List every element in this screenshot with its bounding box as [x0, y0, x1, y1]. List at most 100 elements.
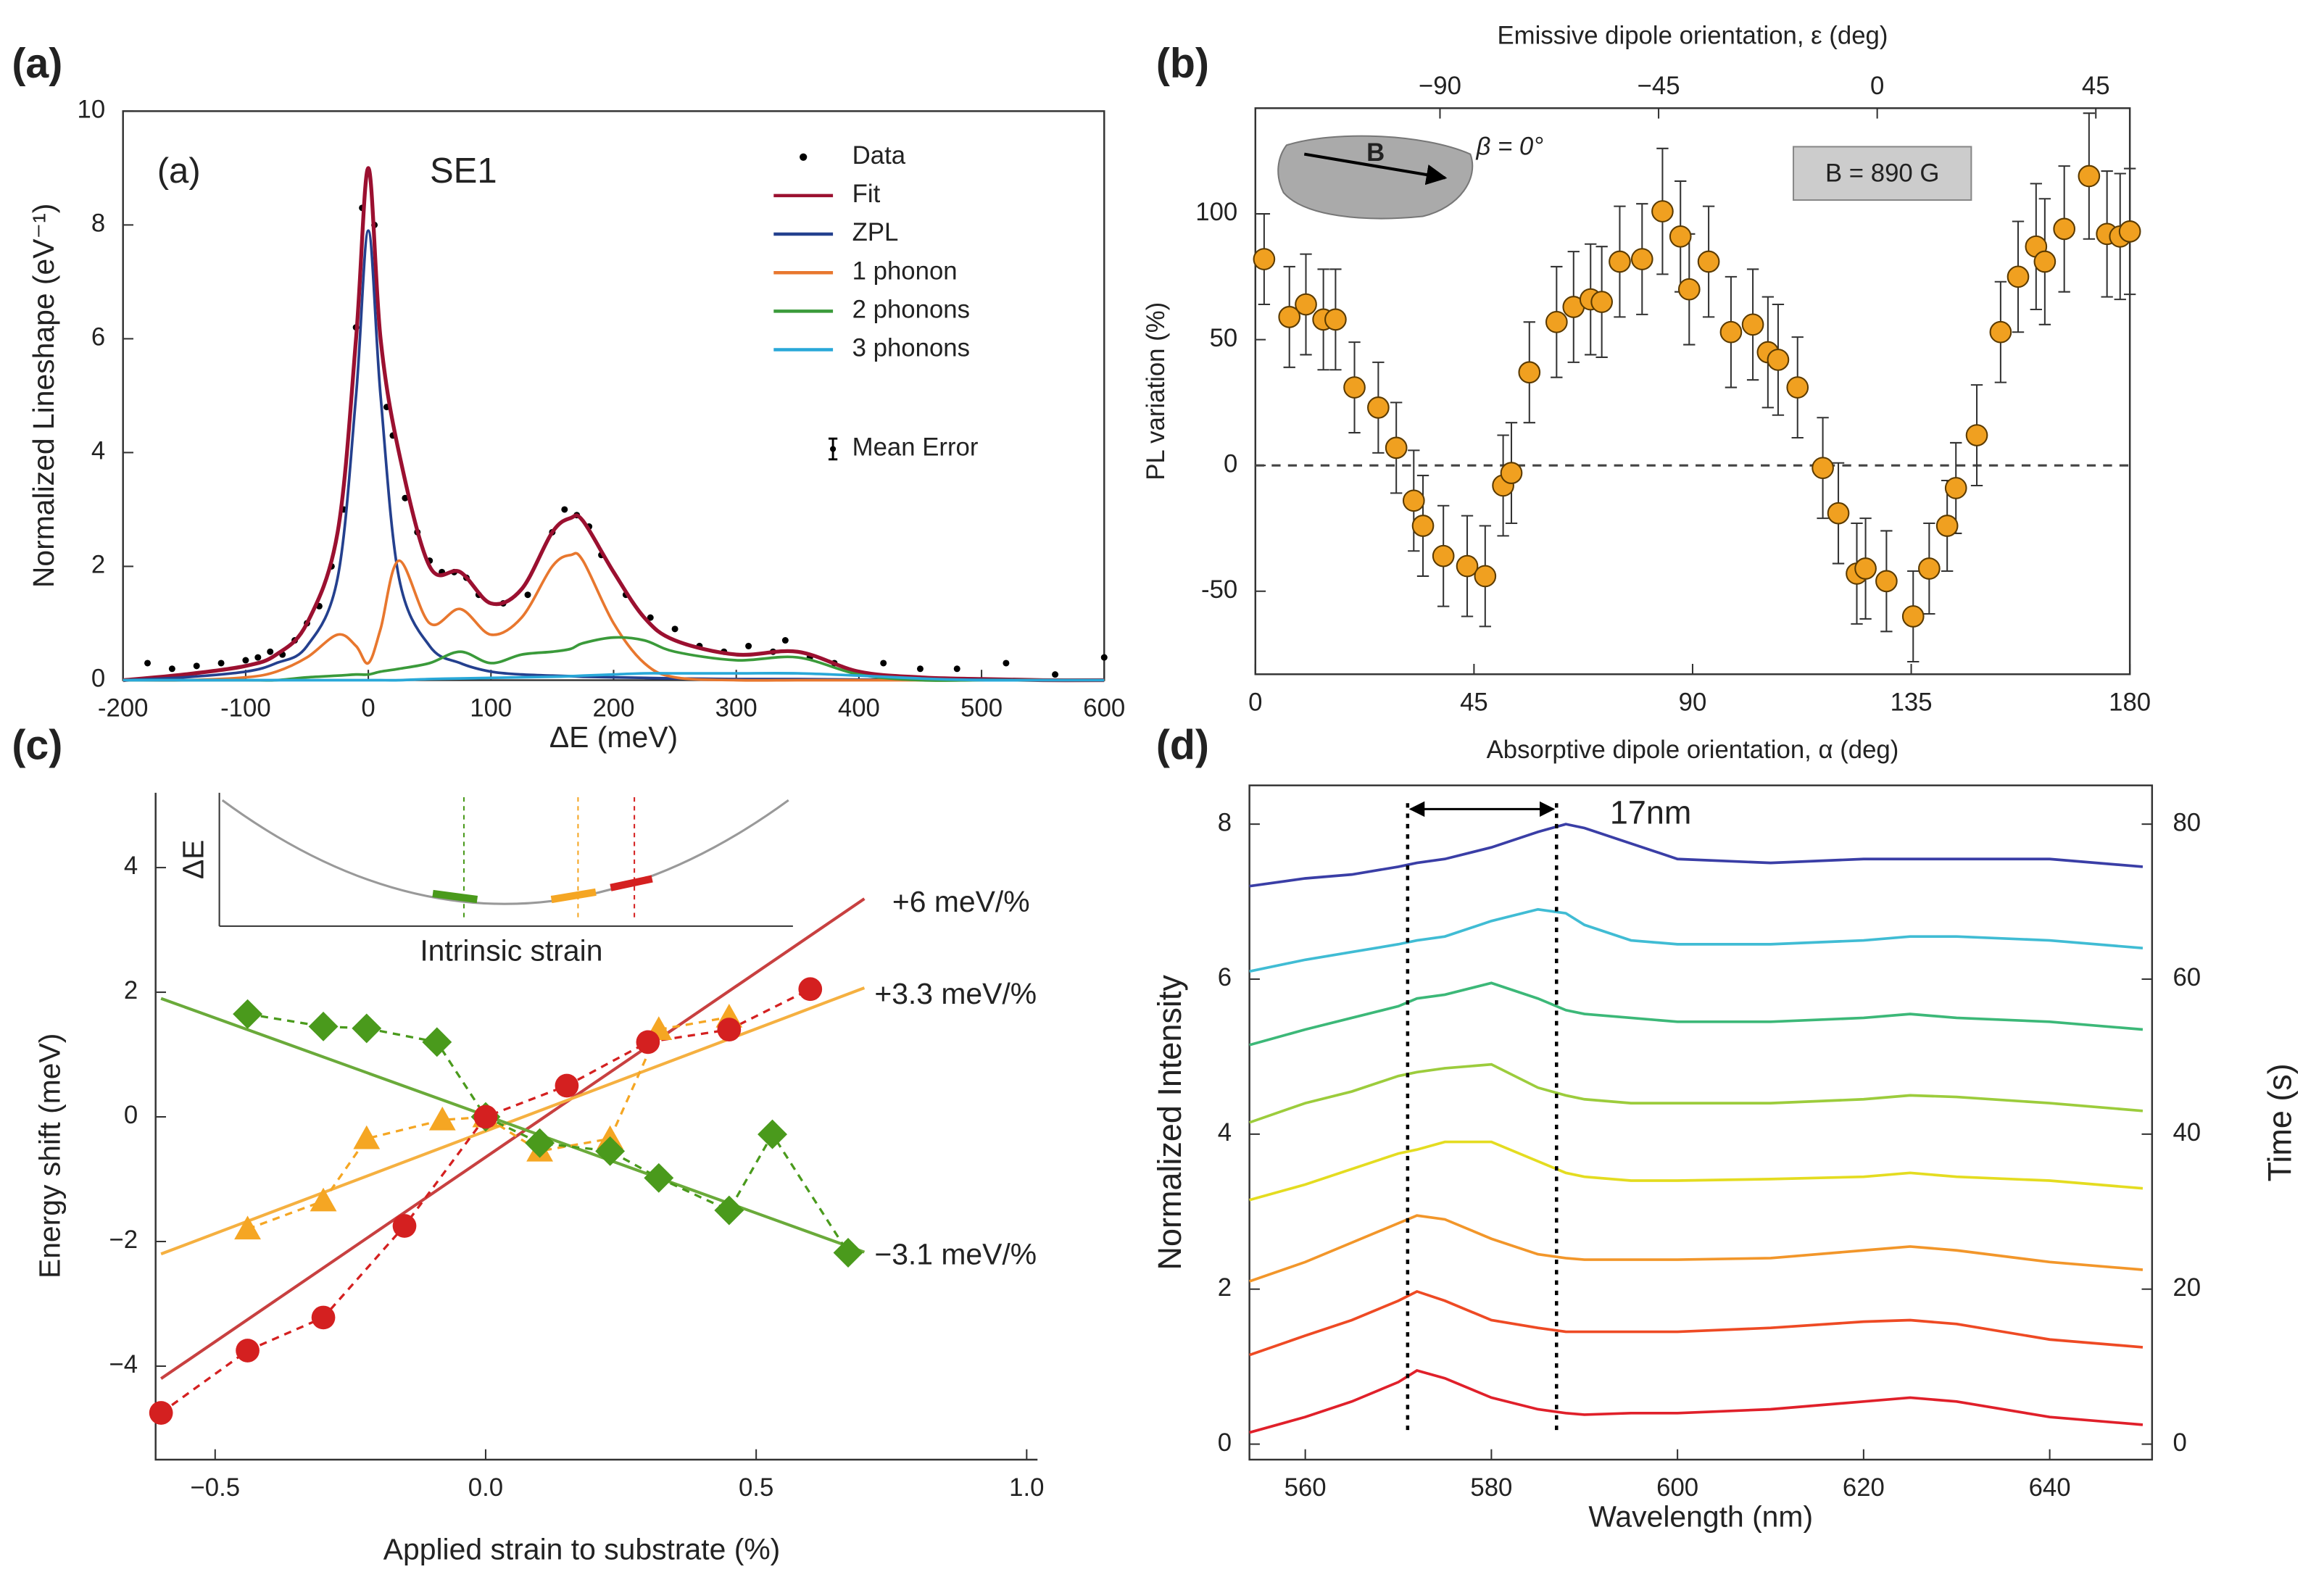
field-box [1792, 146, 1972, 201]
data-point [798, 977, 823, 1002]
x-tick-label: 400 [838, 695, 880, 723]
series-line [1249, 1140, 2144, 1202]
data-point [1432, 544, 1455, 567]
series-line [123, 166, 1105, 683]
legend-marker [800, 153, 808, 161]
data-point [1343, 376, 1366, 399]
y-tick-label: 6 [91, 324, 105, 352]
x-axis-label: Applied strain to substrate (%) [383, 1533, 781, 1566]
x-tick-label: 45 [1460, 689, 1488, 716]
x-tick-label: 620 [1843, 1474, 1885, 1502]
data-point [308, 1011, 339, 1041]
data-point [1295, 293, 1317, 316]
x-tick-label: 135 [1891, 689, 1933, 716]
inner-label: (a) [157, 151, 201, 191]
data-point [236, 1339, 260, 1363]
data-point [671, 625, 678, 633]
y-tick-label: 4 [91, 438, 105, 465]
y-tick-label: 2 [1218, 1274, 1232, 1302]
y-tick-label: 0 [124, 1102, 138, 1129]
x2-tick-label: 0 [1870, 72, 1884, 100]
data-point [561, 506, 568, 513]
data-point [1367, 396, 1390, 419]
error-legend-dot [830, 446, 837, 452]
inset-segment [432, 889, 478, 904]
data-point [1875, 570, 1898, 593]
data-point [144, 660, 152, 667]
x-tick-label: 600 [1083, 695, 1125, 723]
data-point [2006, 265, 2030, 288]
data-point [242, 657, 249, 664]
data-point [473, 1105, 498, 1129]
data-point [953, 665, 960, 673]
fit-label: −3.1 meV/% [874, 1238, 1037, 1271]
data-point [402, 494, 409, 502]
series-line [1249, 981, 2144, 1047]
data-point [1786, 376, 1809, 399]
panel-label: (b) [1156, 41, 1209, 87]
data-point [1474, 565, 1497, 588]
data-point [193, 662, 200, 670]
data-point [1812, 457, 1834, 480]
data-point [2118, 220, 2141, 243]
plot-frame [122, 110, 1105, 681]
data-point [1324, 308, 1347, 331]
data-point [2033, 250, 2057, 273]
data-point [168, 665, 175, 673]
x2-tick-label: −90 [1419, 72, 1461, 100]
data-point [1518, 361, 1541, 384]
series-line [123, 672, 1105, 682]
x2-tick-label: −45 [1638, 72, 1680, 100]
x-tick-label: 100 [470, 695, 512, 723]
x-tick-label: 0 [361, 695, 375, 723]
data-point [1500, 462, 1523, 484]
fit-line [159, 897, 866, 1380]
data-point [636, 1030, 660, 1055]
data-point [1918, 557, 1941, 580]
series-line [160, 988, 811, 1414]
y-tick-label: 4 [1218, 1119, 1232, 1147]
data-point [1827, 502, 1850, 525]
data-point [1402, 489, 1425, 512]
x-axis-label: ΔE (meV) [549, 720, 678, 754]
x-tick-label: 640 [2029, 1474, 2071, 1502]
x-tick-label: -200 [98, 695, 149, 723]
legend-label: Data [852, 142, 906, 170]
data-point [234, 1215, 261, 1240]
data-point [428, 1106, 456, 1131]
x-tick-label: 200 [592, 695, 634, 723]
angle-label: β = 0° [1475, 133, 1543, 161]
data-point [1278, 306, 1301, 328]
series-line [1249, 823, 2144, 888]
data-point [595, 1136, 626, 1166]
y2-tick-label: 60 [2172, 964, 2201, 991]
x2-axis-label: Emissive dipole orientation, ε (deg) [1498, 22, 1888, 49]
fit-label: +3.3 meV/% [874, 977, 1037, 1010]
data-point [217, 660, 225, 667]
y2-tick-label: 80 [2172, 809, 2201, 836]
data-point [1677, 278, 1701, 301]
legend-label: 3 phonons [852, 335, 970, 362]
data-point [1630, 248, 1653, 270]
data-point [1901, 605, 1925, 628]
x-tick-label: 180 [2109, 689, 2151, 716]
inset-segment [610, 875, 653, 891]
x-tick-label: −0.5 [190, 1474, 240, 1502]
y-axis-label: Normalized Lineshape (eV⁻¹) [27, 204, 60, 588]
x-tick-label: 600 [1656, 1474, 1698, 1502]
y-tick-label: 2 [124, 977, 138, 1005]
data-point [353, 1125, 381, 1149]
y-tick-label: 0 [91, 665, 105, 693]
legend-label: Fit [852, 180, 881, 208]
series-line [1249, 1369, 2144, 1434]
data-point [1003, 660, 1010, 667]
data-point [524, 591, 531, 599]
data-point [422, 1027, 452, 1057]
panel-label: (c) [12, 723, 62, 769]
data-point [1385, 436, 1408, 459]
data-point [1545, 310, 1568, 333]
data-point [2078, 165, 2101, 188]
legend-label: 2 phonons [852, 296, 970, 324]
